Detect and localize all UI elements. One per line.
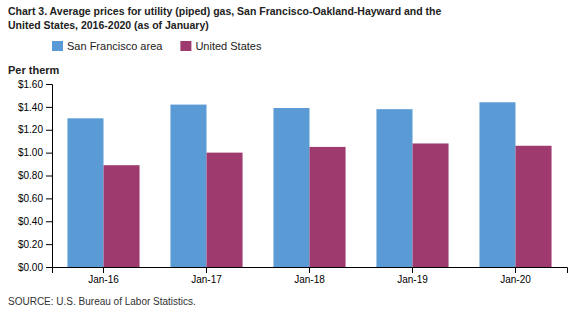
y-tick-mark — [46, 244, 52, 245]
x-tick: Jan-17 — [191, 267, 222, 285]
y-tick: $0.00 — [18, 262, 52, 273]
legend-label: United States — [195, 40, 262, 52]
bar — [376, 109, 412, 267]
bar — [516, 146, 552, 267]
x-tick: Jan-19 — [397, 267, 428, 285]
y-tick-mark — [46, 198, 52, 199]
y-axis-label: Per therm — [8, 64, 60, 76]
y-tick-label: $0.40 — [18, 216, 43, 227]
y-axis: $0.00 $0.20 $0.40 $0.60 $0.80 $1.00 $1.20 $1.40… — [18, 79, 53, 273]
y-tick: $0.40 — [18, 216, 52, 227]
x-tick-mark — [103, 267, 104, 273]
x-tick-mark — [309, 267, 310, 273]
legend: San Francisco area United States — [52, 40, 262, 52]
y-tick: $0.60 — [18, 193, 52, 204]
bar — [104, 165, 140, 267]
y-tick-label: $1.20 — [18, 124, 43, 135]
y-tick-label: $1.60 — [18, 79, 43, 90]
x-axis: Jan-16 Jan-17 Jan-18 Jan-19 Jan-20 — [53, 267, 568, 285]
x-tick-label: Jan-18 — [294, 274, 325, 285]
x-tick: Jan-20 — [500, 267, 531, 285]
y-tick-label: $1.00 — [18, 147, 43, 158]
bars — [67, 102, 551, 267]
bar-series — [67, 102, 515, 267]
y-tick-mark — [46, 153, 52, 154]
x-tick-mark — [515, 267, 516, 273]
chart: Chart 3. Average prices for utility (pip… — [0, 0, 579, 311]
y-tick-label: $0.20 — [18, 239, 43, 250]
x-axis-line — [53, 268, 568, 274]
x-tick: Jan-16 — [88, 267, 119, 285]
title-line: Chart 3. Average prices for utility (pip… — [8, 5, 441, 17]
legend-item: San Francisco area — [52, 40, 163, 52]
y-tick-mark — [46, 176, 52, 177]
legend-swatch — [180, 41, 191, 51]
x-tick-label: Jan-19 — [397, 274, 428, 285]
y-tick-mark — [46, 267, 52, 268]
y-tick-mark — [46, 107, 52, 108]
bar — [273, 108, 309, 267]
bar — [170, 105, 206, 267]
bar — [67, 118, 103, 267]
title: Chart 3. Average prices for utility (pip… — [8, 5, 441, 31]
bar — [310, 147, 346, 267]
legend-swatch — [52, 41, 63, 51]
y-axis-line — [46, 85, 53, 268]
y-tick-label: $0.60 — [18, 193, 43, 204]
source: SOURCE: U.S. Bureau of Labor Statistics. — [8, 296, 196, 307]
bar — [479, 102, 515, 267]
x-tick-label: Jan-16 — [88, 274, 119, 285]
bar-series — [104, 143, 552, 267]
y-tick-mark — [46, 221, 52, 222]
y-tick-mark — [46, 130, 52, 131]
y-tick-label: $0.80 — [18, 170, 43, 181]
legend-label: San Francisco area — [67, 40, 163, 52]
y-tick: $1.60 — [18, 79, 52, 90]
y-tick: $1.20 — [18, 124, 52, 135]
y-tick: $1.40 — [18, 102, 52, 113]
x-tick-label: Jan-17 — [191, 274, 222, 285]
y-tick: $1.00 — [18, 147, 52, 158]
bar — [207, 153, 243, 267]
y-tick-label: $1.40 — [18, 102, 43, 113]
x-tick: Jan-18 — [294, 267, 325, 285]
y-tick: $0.80 — [18, 170, 52, 181]
bar — [413, 143, 449, 267]
title-line: United States, 2016-2020 (as of January) — [8, 19, 209, 31]
x-tick-mark — [206, 267, 207, 273]
y-tick-label: $0.00 — [18, 262, 43, 273]
y-tick-mark — [46, 84, 52, 85]
plot-area: $0.00 $0.20 $0.40 $0.60 $0.80 $1.00 $1.20 $1.40… — [18, 79, 568, 285]
y-tick: $0.20 — [18, 239, 52, 250]
legend-item: United States — [180, 40, 262, 52]
x-tick-mark — [412, 267, 413, 273]
x-tick-label: Jan-20 — [500, 274, 531, 285]
